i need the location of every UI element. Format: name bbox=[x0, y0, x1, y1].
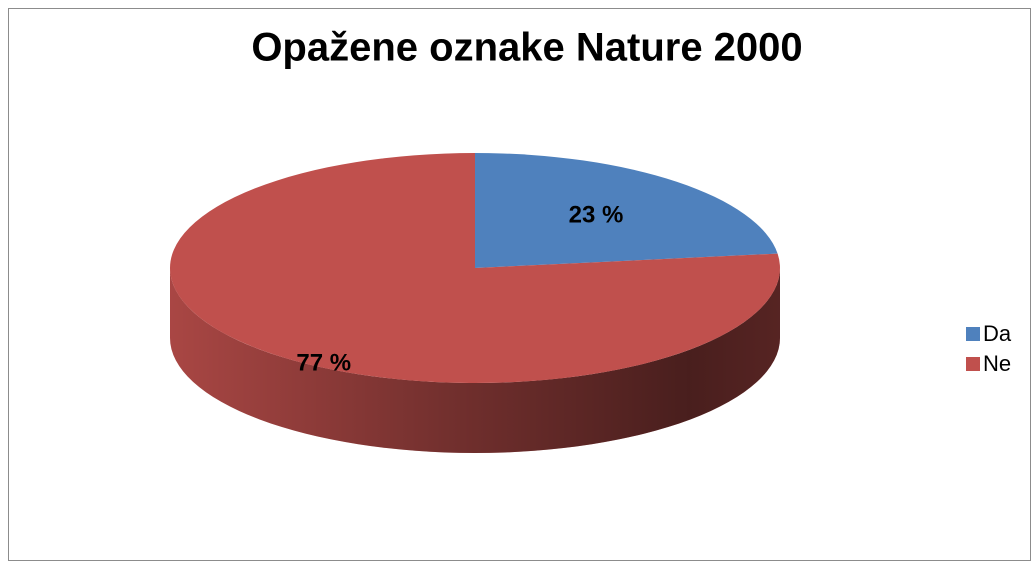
legend-swatch bbox=[966, 327, 980, 341]
pie: 23 % 77 % bbox=[169, 153, 780, 453]
legend-swatch bbox=[966, 357, 980, 371]
data-label: 77 % bbox=[296, 350, 351, 377]
slice bbox=[475, 153, 778, 268]
slice bbox=[169, 153, 780, 383]
chart-title: Opažene oznake Nature 2000 bbox=[251, 26, 802, 70]
slice-side-shade bbox=[170, 268, 780, 453]
legend: Da Ne bbox=[966, 321, 1012, 376]
data-label: 23 % bbox=[569, 202, 624, 229]
legend-label: Ne bbox=[983, 351, 1011, 376]
legend-label: Da bbox=[983, 321, 1012, 346]
